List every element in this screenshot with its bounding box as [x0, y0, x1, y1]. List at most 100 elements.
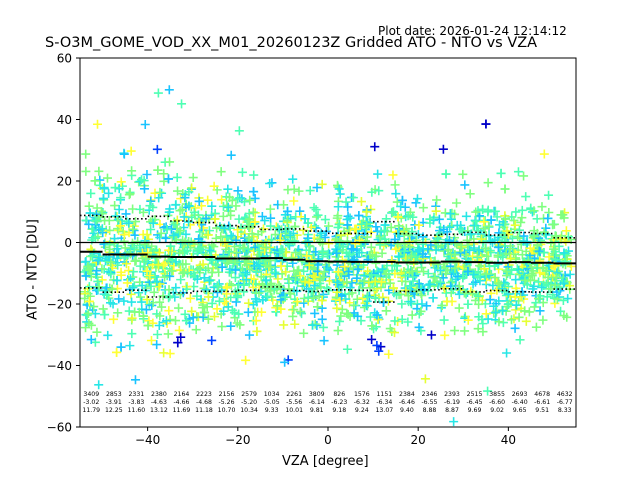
data-point — [164, 306, 174, 316]
data-point — [312, 183, 322, 193]
data-point — [304, 278, 314, 288]
data-point — [506, 265, 516, 275]
data-point — [126, 146, 136, 156]
data-point — [106, 298, 116, 308]
data-point — [84, 201, 94, 211]
data-point — [219, 306, 229, 316]
bin-stat-label: 11.69 — [173, 407, 191, 414]
x-tick-label: −40 — [135, 433, 160, 447]
bin-stat-label: 4678 — [534, 391, 550, 398]
data-point — [119, 149, 129, 159]
y-tick-label: 0 — [64, 236, 72, 250]
data-point — [109, 314, 119, 324]
data-point — [203, 195, 213, 205]
bin-stat-label: 3809 — [309, 391, 325, 398]
data-point — [418, 203, 428, 213]
data-point — [250, 217, 260, 227]
data-point — [192, 274, 202, 284]
data-point — [175, 226, 185, 236]
data-point — [452, 198, 462, 208]
data-point — [317, 295, 327, 305]
data-point — [181, 229, 191, 239]
data-point — [317, 314, 327, 324]
data-point — [345, 213, 355, 223]
data-point — [148, 202, 158, 212]
data-point — [204, 226, 214, 236]
data-point — [341, 197, 351, 207]
data-point — [515, 335, 525, 345]
data-point — [435, 277, 445, 287]
data-point — [388, 283, 398, 293]
data-point — [355, 235, 365, 245]
data-point — [103, 330, 113, 340]
bin-stat-label: 2693 — [512, 391, 528, 398]
bin-stat-label: -6.55 — [421, 399, 437, 406]
data-point — [373, 169, 383, 179]
data-point — [92, 266, 102, 276]
data-point — [204, 292, 214, 302]
data-point — [308, 320, 318, 330]
data-point — [249, 170, 259, 180]
data-point — [381, 306, 391, 316]
data-point — [233, 194, 243, 204]
data-point — [231, 297, 241, 307]
data-point — [96, 206, 106, 216]
data-point — [423, 269, 433, 279]
data-point — [207, 298, 217, 308]
data-point — [333, 267, 343, 277]
data-point — [408, 212, 418, 222]
data-point — [231, 265, 241, 275]
bin-stat-label: 9.40 — [400, 407, 414, 414]
data-point — [362, 207, 372, 217]
data-point — [244, 233, 254, 243]
data-point — [205, 245, 215, 255]
data-point — [148, 218, 158, 228]
data-point — [97, 275, 107, 285]
data-point — [343, 202, 353, 212]
data-point — [201, 285, 211, 295]
data-point — [544, 190, 554, 200]
data-point — [142, 230, 152, 240]
data-point — [191, 325, 201, 335]
data-point — [559, 248, 569, 258]
data-point — [394, 221, 404, 231]
data-point — [352, 273, 362, 283]
data-point — [294, 186, 304, 196]
data-point — [179, 212, 189, 222]
data-point — [290, 319, 300, 329]
bin-stat-label: -4.63 — [151, 399, 167, 406]
data-point — [202, 302, 212, 312]
data-point — [155, 232, 165, 242]
data-point — [91, 216, 101, 226]
data-point — [372, 340, 382, 350]
data-point — [347, 244, 357, 254]
data-point — [272, 301, 282, 311]
data-point — [371, 258, 381, 268]
data-point — [305, 186, 315, 196]
data-point — [161, 316, 171, 326]
data-point — [124, 218, 134, 228]
data-point — [355, 220, 365, 230]
data-point — [510, 220, 520, 230]
data-point — [120, 243, 130, 253]
data-point — [261, 242, 271, 252]
data-point — [198, 312, 208, 322]
data-point — [127, 313, 137, 323]
data-point — [337, 304, 347, 314]
data-point — [500, 184, 510, 194]
data-point — [563, 294, 573, 304]
x-axis-label: VZA [degree] — [282, 454, 369, 469]
data-point — [154, 320, 164, 330]
data-point — [556, 210, 566, 220]
data-point — [130, 375, 140, 385]
data-point — [285, 230, 295, 240]
data-point — [94, 282, 104, 292]
data-point — [131, 217, 141, 227]
data-point — [184, 201, 194, 211]
data-point — [173, 338, 183, 348]
data-point — [137, 175, 147, 185]
y-tick-label: 40 — [57, 113, 72, 127]
data-point — [153, 260, 163, 270]
data-point — [137, 297, 147, 307]
data-point — [344, 266, 354, 276]
